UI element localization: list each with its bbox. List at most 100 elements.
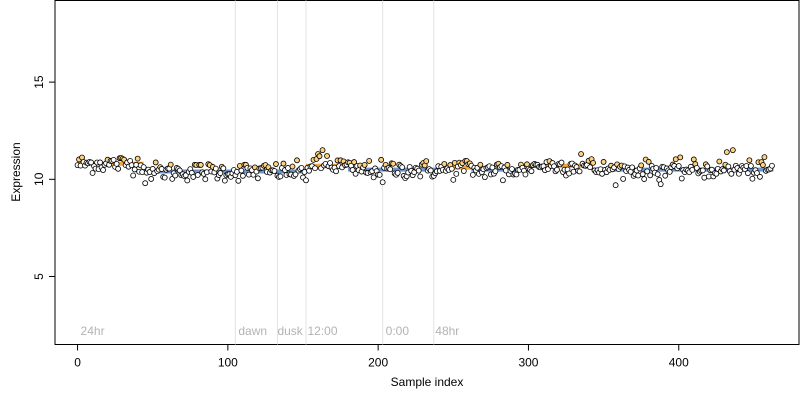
data-point xyxy=(378,156,385,163)
data-point xyxy=(469,171,476,178)
data-point xyxy=(194,172,201,178)
data-point xyxy=(387,166,394,173)
data-point xyxy=(728,170,735,177)
data-point xyxy=(289,163,296,170)
data-point xyxy=(255,175,261,182)
data-point xyxy=(100,167,106,173)
data-point xyxy=(612,182,619,189)
data-point xyxy=(500,177,506,184)
data-point xyxy=(167,161,174,168)
data-point xyxy=(370,174,377,181)
data-point xyxy=(629,164,636,171)
data-point xyxy=(723,149,730,155)
data-point xyxy=(528,168,535,175)
data-point xyxy=(716,158,723,165)
data-point xyxy=(427,167,434,174)
data-point xyxy=(657,181,664,188)
annotation-2: dusk xyxy=(277,324,303,338)
data-point xyxy=(754,170,760,176)
data-point xyxy=(450,176,457,183)
data-point xyxy=(448,165,455,172)
data-point xyxy=(172,172,179,179)
data-point xyxy=(161,174,168,181)
data-point xyxy=(654,171,661,178)
data-point xyxy=(88,159,94,166)
data-point xyxy=(725,163,732,170)
data-point xyxy=(639,171,646,178)
data-point xyxy=(590,159,596,166)
data-point xyxy=(757,173,763,180)
data-point xyxy=(292,171,299,178)
data-point xyxy=(729,147,736,154)
data-point xyxy=(390,160,397,167)
x-tick-label-4: 400 xyxy=(669,356,689,370)
x-tick-label-1: 100 xyxy=(218,356,238,370)
data-point xyxy=(351,159,358,165)
data-point xyxy=(489,164,496,171)
y-tick-label-2: 15 xyxy=(32,75,46,89)
data-point xyxy=(415,167,422,174)
data-point xyxy=(746,157,753,164)
data-point xyxy=(749,175,756,182)
data-point xyxy=(376,171,383,178)
data-point xyxy=(453,170,460,177)
data-point xyxy=(202,176,209,183)
x-tick-label-0: 0 xyxy=(74,356,81,370)
data-point xyxy=(316,153,323,160)
x-axis-title: Sample index xyxy=(391,375,464,389)
data-point xyxy=(238,167,245,174)
annotation-1: dawn xyxy=(238,324,267,338)
data-point xyxy=(647,172,654,179)
data-point xyxy=(417,173,424,180)
data-point xyxy=(641,176,648,182)
data-point xyxy=(298,165,305,171)
data-point xyxy=(152,159,159,166)
data-point xyxy=(423,158,430,165)
y-tick-label-1: 10 xyxy=(32,172,46,186)
data-point xyxy=(303,177,309,184)
annotation-5: 48hr xyxy=(435,324,459,338)
data-point xyxy=(748,163,754,169)
data-point xyxy=(235,177,242,184)
data-point xyxy=(134,155,141,162)
data-point xyxy=(221,177,228,184)
data-point xyxy=(239,172,246,179)
data-point xyxy=(638,162,645,169)
data-point xyxy=(89,170,96,176)
data-point xyxy=(148,176,155,182)
data-point xyxy=(620,175,627,182)
data-point xyxy=(324,153,330,159)
data-point xyxy=(677,154,684,161)
data-point xyxy=(352,170,359,177)
data-point xyxy=(744,170,751,177)
data-point xyxy=(704,163,711,170)
data-point xyxy=(379,179,386,186)
data-point xyxy=(212,165,219,172)
data-point xyxy=(645,158,652,165)
data-point xyxy=(319,147,326,154)
y-axis: 5 10 15 xyxy=(32,75,55,280)
data-point xyxy=(600,159,607,165)
x-tick-label-3: 300 xyxy=(518,356,538,370)
data-point xyxy=(399,164,406,171)
data-point xyxy=(653,165,660,171)
data-point xyxy=(492,168,499,175)
data-point xyxy=(666,168,673,175)
data-point xyxy=(761,154,768,161)
data-point xyxy=(394,169,401,176)
data-point xyxy=(271,168,278,174)
data-point xyxy=(220,165,227,172)
data-point xyxy=(366,157,373,164)
data-point xyxy=(361,162,368,168)
data-point xyxy=(693,164,700,171)
data-point xyxy=(110,156,117,163)
data-point xyxy=(678,175,685,182)
annotation-4: 0:00 xyxy=(386,324,410,338)
data-point xyxy=(349,167,356,173)
data-point xyxy=(576,168,583,175)
data-point xyxy=(273,161,279,167)
data-point xyxy=(113,160,120,167)
data-point xyxy=(184,177,191,184)
data-point xyxy=(522,171,529,178)
